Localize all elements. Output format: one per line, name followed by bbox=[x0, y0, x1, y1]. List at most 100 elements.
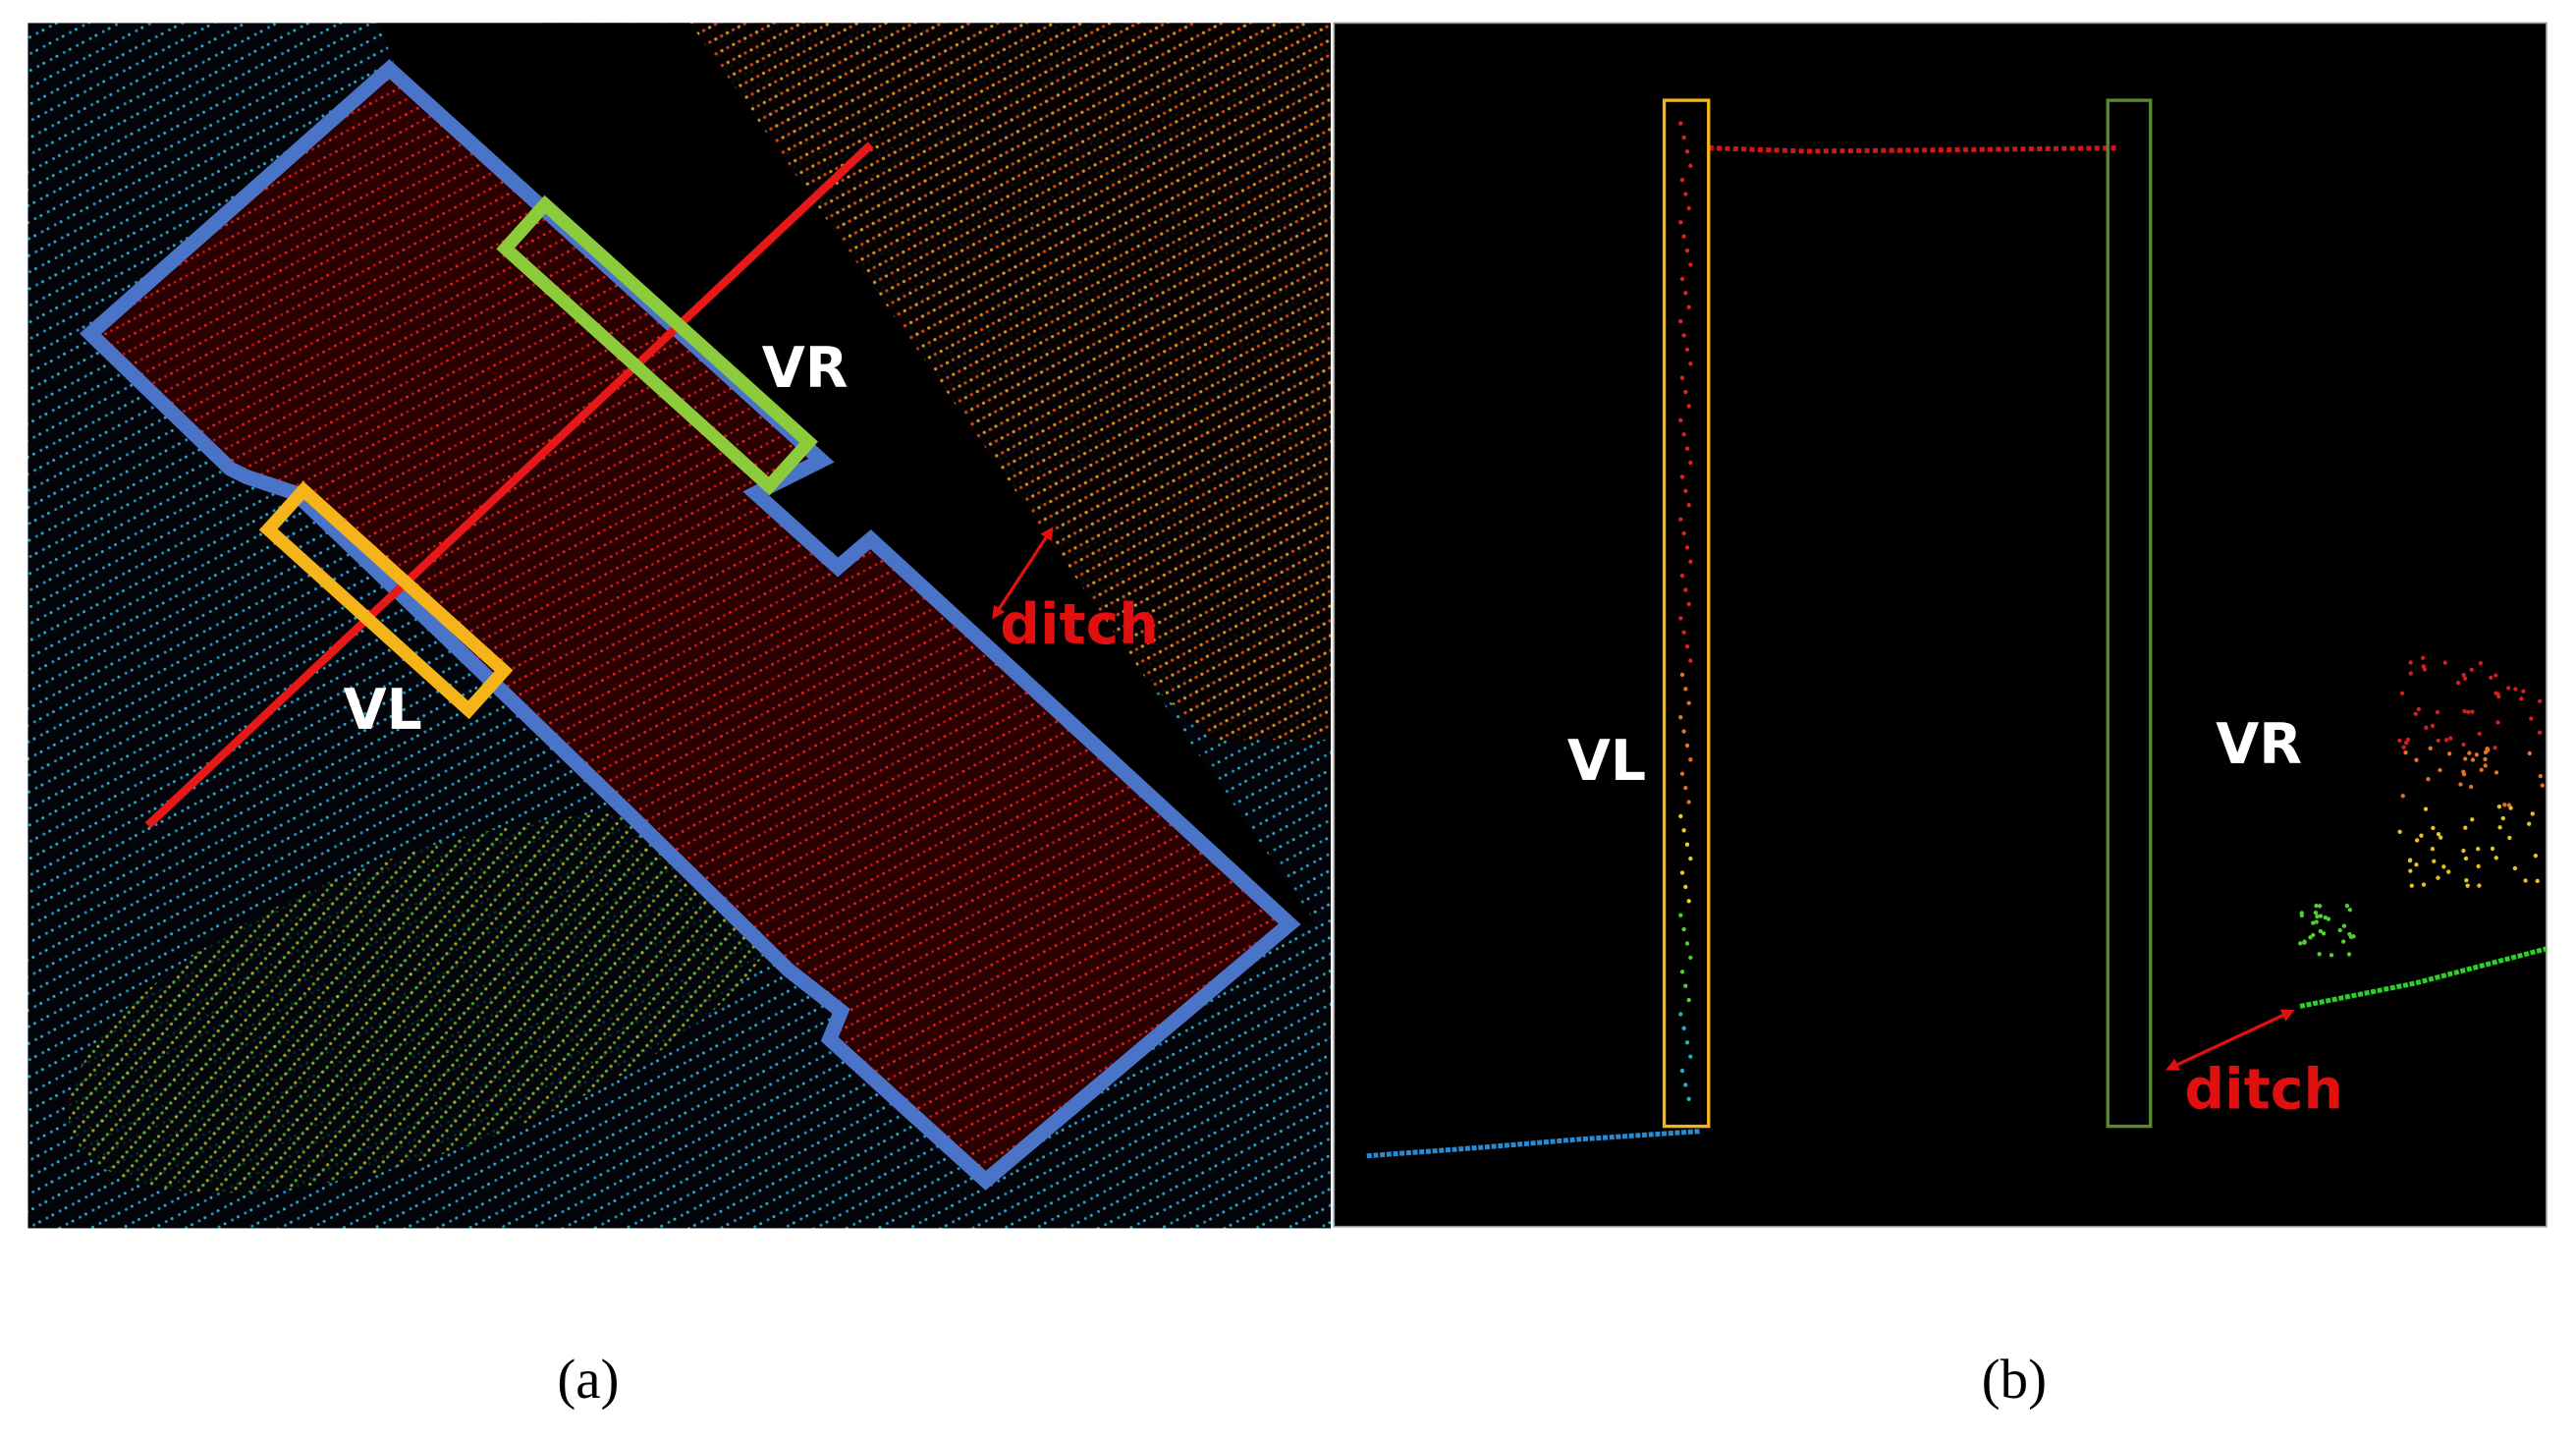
point bbox=[1679, 1068, 1685, 1074]
point bbox=[1679, 177, 1685, 183]
point bbox=[2438, 835, 2443, 840]
point bbox=[2438, 767, 2442, 773]
point bbox=[1681, 1026, 1686, 1031]
point bbox=[2479, 767, 2484, 772]
point bbox=[2426, 777, 2431, 782]
point bbox=[1686, 899, 1691, 904]
point bbox=[1679, 870, 1685, 875]
point bbox=[2489, 675, 2494, 680]
roof-points bbox=[1708, 145, 2119, 154]
point bbox=[2311, 932, 2316, 938]
point bbox=[2397, 738, 2402, 744]
point bbox=[2470, 709, 2475, 714]
point bbox=[2455, 680, 2461, 686]
point bbox=[2462, 676, 2468, 681]
point bbox=[2317, 904, 2323, 909]
point bbox=[2428, 746, 2433, 750]
point bbox=[1683, 687, 1688, 692]
point bbox=[2478, 661, 2483, 666]
point bbox=[2431, 825, 2436, 831]
point bbox=[2529, 716, 2534, 721]
point bbox=[2421, 882, 2427, 887]
point bbox=[2476, 847, 2481, 852]
point bbox=[2408, 868, 2413, 873]
point bbox=[1678, 813, 1683, 819]
point bbox=[1683, 389, 1688, 395]
point bbox=[2467, 750, 2472, 755]
vr-box bbox=[2106, 98, 2153, 1129]
point bbox=[2436, 738, 2440, 743]
point bbox=[2302, 939, 2307, 944]
point bbox=[2535, 878, 2540, 884]
point bbox=[2540, 783, 2545, 788]
point bbox=[2476, 863, 2481, 869]
point bbox=[1684, 545, 1690, 550]
point bbox=[2299, 913, 2304, 918]
point bbox=[1678, 714, 1683, 720]
caption-b: (b) bbox=[1982, 1349, 2047, 1411]
point bbox=[1684, 643, 1690, 649]
point bbox=[2463, 856, 2469, 861]
point bbox=[2483, 763, 2488, 768]
vl-box bbox=[258, 480, 514, 720]
point bbox=[1688, 262, 1693, 267]
point bbox=[2496, 693, 2501, 699]
point bbox=[2313, 910, 2319, 915]
point bbox=[1678, 517, 1683, 522]
point bbox=[2403, 749, 2408, 755]
point bbox=[1681, 729, 1686, 734]
point bbox=[1688, 559, 1693, 564]
point bbox=[2298, 941, 2303, 946]
point bbox=[2465, 883, 2470, 888]
point bbox=[2407, 858, 2413, 863]
point bbox=[1681, 530, 1686, 536]
point bbox=[2538, 773, 2543, 779]
point bbox=[2321, 931, 2327, 936]
point-cloud-patch bbox=[68, 812, 787, 1193]
point bbox=[1683, 192, 1688, 196]
point bbox=[2530, 811, 2535, 816]
point bbox=[1679, 970, 1685, 974]
label-ditch: ditch bbox=[1000, 592, 1159, 657]
point bbox=[1684, 842, 1690, 847]
point bbox=[2513, 687, 2518, 692]
point bbox=[1684, 1040, 1690, 1045]
point bbox=[2463, 825, 2468, 830]
point bbox=[1683, 1082, 1688, 1087]
panel-a: VR VL ditch bbox=[27, 23, 1331, 1229]
point bbox=[1681, 234, 1686, 239]
point bbox=[2461, 742, 2466, 748]
point bbox=[1686, 404, 1691, 409]
point bbox=[2463, 756, 2468, 761]
point bbox=[2494, 856, 2498, 860]
point bbox=[2464, 878, 2469, 883]
point bbox=[2494, 691, 2498, 695]
point bbox=[2502, 803, 2507, 807]
point bbox=[1684, 446, 1690, 451]
point bbox=[2326, 916, 2331, 921]
point bbox=[1688, 955, 1693, 961]
point bbox=[1684, 743, 1690, 749]
point bbox=[1684, 941, 1690, 946]
point bbox=[2314, 919, 2319, 924]
point bbox=[2423, 806, 2429, 811]
point bbox=[2506, 686, 2511, 691]
point bbox=[2458, 782, 2463, 787]
point bbox=[1679, 574, 1685, 579]
point bbox=[1678, 913, 1683, 917]
point bbox=[1681, 333, 1686, 338]
point bbox=[1683, 587, 1688, 592]
vl-box bbox=[1662, 98, 1711, 1129]
point bbox=[2537, 730, 2543, 735]
point bbox=[2436, 875, 2440, 880]
point bbox=[2414, 838, 2420, 843]
point bbox=[2506, 803, 2512, 807]
point bbox=[2443, 738, 2449, 743]
point bbox=[2527, 750, 2532, 756]
point bbox=[2329, 953, 2334, 958]
point bbox=[1678, 121, 1683, 126]
point bbox=[1686, 503, 1691, 508]
point bbox=[2441, 864, 2446, 869]
point bbox=[2315, 914, 2320, 919]
point bbox=[1681, 926, 1686, 932]
